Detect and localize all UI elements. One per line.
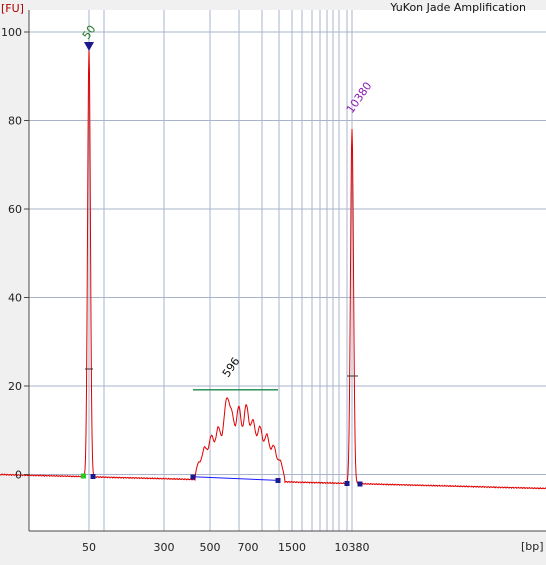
x-tick-label: 700 [238, 541, 259, 554]
y-axis-unit: [FU] [1, 2, 24, 15]
signal-trace [0, 47, 546, 490]
upper-peak-start-marker [344, 481, 350, 486]
x-tick-labels: 50 300 500 700 1500 10380 [82, 541, 370, 554]
smear-start-marker [190, 474, 196, 480]
y-tick-label: 80 [8, 115, 22, 128]
y-tick-label: 40 [8, 292, 22, 305]
upper-peak-end-marker [357, 481, 363, 487]
x-tick-label: 1500 [278, 541, 306, 554]
peak-end-marker [90, 474, 96, 479]
smear-baseline [192, 476, 279, 481]
y-tick-label: 20 [8, 380, 22, 393]
chart-title: YuKon Jade Amplification [389, 1, 526, 14]
smear-end-marker [275, 478, 281, 483]
x-tick-label: 300 [154, 541, 175, 554]
x-tick-label: 500 [200, 541, 221, 554]
plot-area [29, 10, 546, 531]
y-tick-label: 60 [8, 203, 22, 216]
x-tick-label: 10380 [335, 541, 370, 554]
x-axis-unit: [bp] [521, 540, 544, 553]
x-grid [88, 10, 353, 531]
y-tick-labels: 0 20 40 60 80 100 [1, 26, 29, 482]
lower-marker-triangle [84, 42, 94, 51]
peak-start-marker [81, 473, 86, 479]
y-grid [29, 31, 546, 475]
x-tick-label: 50 [82, 541, 96, 554]
y-tick-label: 0 [15, 469, 22, 482]
y-tick-label: 100 [1, 26, 22, 39]
